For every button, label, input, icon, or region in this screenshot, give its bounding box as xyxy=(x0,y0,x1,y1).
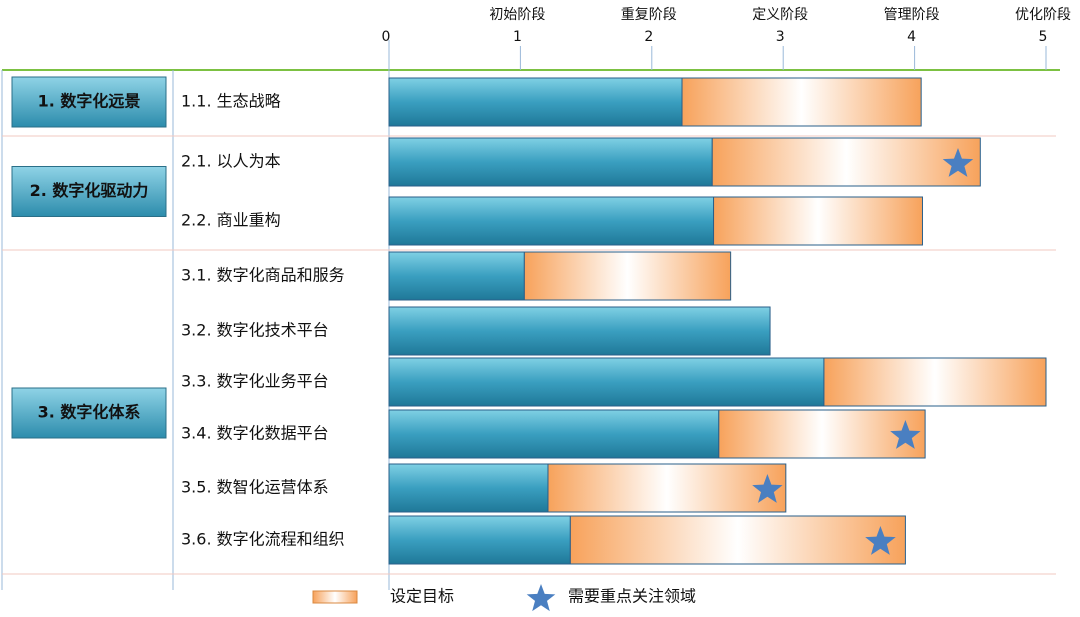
stage-label: 管理阶段 xyxy=(884,7,940,23)
current-bar xyxy=(388,515,571,565)
target-bar xyxy=(713,196,923,246)
current-bar xyxy=(388,196,715,246)
current-bar xyxy=(388,137,713,187)
focus-star xyxy=(942,148,974,177)
x-tick-label: 2 xyxy=(644,29,653,45)
target-bar xyxy=(823,357,1047,407)
category-label: 2.2. 商业重构 xyxy=(181,211,281,230)
category-label: 1.1. 生态战略 xyxy=(181,92,281,111)
group-box xyxy=(11,76,167,128)
legend-label: 需要重点关注领域 xyxy=(568,587,696,606)
current-bar xyxy=(388,409,720,459)
stage-label: 初始阶段 xyxy=(489,6,545,23)
category-label: 3.2. 数字化技术平台 xyxy=(181,321,329,340)
focus-star xyxy=(890,420,921,449)
stage-label: 重复阶段 xyxy=(621,6,677,23)
category-label: 3.1. 数字化商品和服务 xyxy=(181,266,345,285)
x-tick-label: 1 xyxy=(513,29,522,45)
category-label: 2.1. 以人为本 xyxy=(181,152,281,171)
legend-label: 设定目标 xyxy=(390,587,454,606)
category-label: 3.6. 数字化流程和组织 xyxy=(181,530,345,549)
group-box xyxy=(11,387,167,439)
current-bar xyxy=(388,306,771,356)
group-label: 2. 数字化驱动力 xyxy=(30,181,149,200)
focus-star xyxy=(865,526,896,555)
focus-star xyxy=(752,474,783,503)
target-bar xyxy=(711,137,981,187)
category-label: 3.3. 数字化业务平台 xyxy=(181,372,329,391)
stage-label: 优化阶段 xyxy=(1015,7,1071,23)
legend-star xyxy=(526,584,556,612)
category-label: 3.5. 数智化运营体系 xyxy=(181,478,329,497)
current-bar xyxy=(388,77,683,127)
target-bar xyxy=(523,251,732,301)
target-bar xyxy=(681,77,922,127)
x-tick-label: 5 xyxy=(1039,29,1048,45)
group-box xyxy=(11,166,167,217)
legend-swatch xyxy=(312,590,358,604)
x-tick-label: 4 xyxy=(907,29,916,45)
category-label: 3.4. 数字化数据平台 xyxy=(181,424,329,443)
target-bar xyxy=(569,515,906,565)
x-tick-label: 3 xyxy=(776,29,785,45)
target-bar xyxy=(547,463,787,513)
current-bar xyxy=(388,357,825,407)
stage-label: 定义阶段 xyxy=(752,7,808,23)
x-tick-label: 0 xyxy=(382,29,391,45)
current-bar xyxy=(388,251,525,301)
group-label: 1. 数字化远景 xyxy=(38,92,141,111)
current-bar xyxy=(388,463,549,513)
target-bar xyxy=(718,409,926,459)
group-label: 3. 数字化体系 xyxy=(38,403,141,422)
